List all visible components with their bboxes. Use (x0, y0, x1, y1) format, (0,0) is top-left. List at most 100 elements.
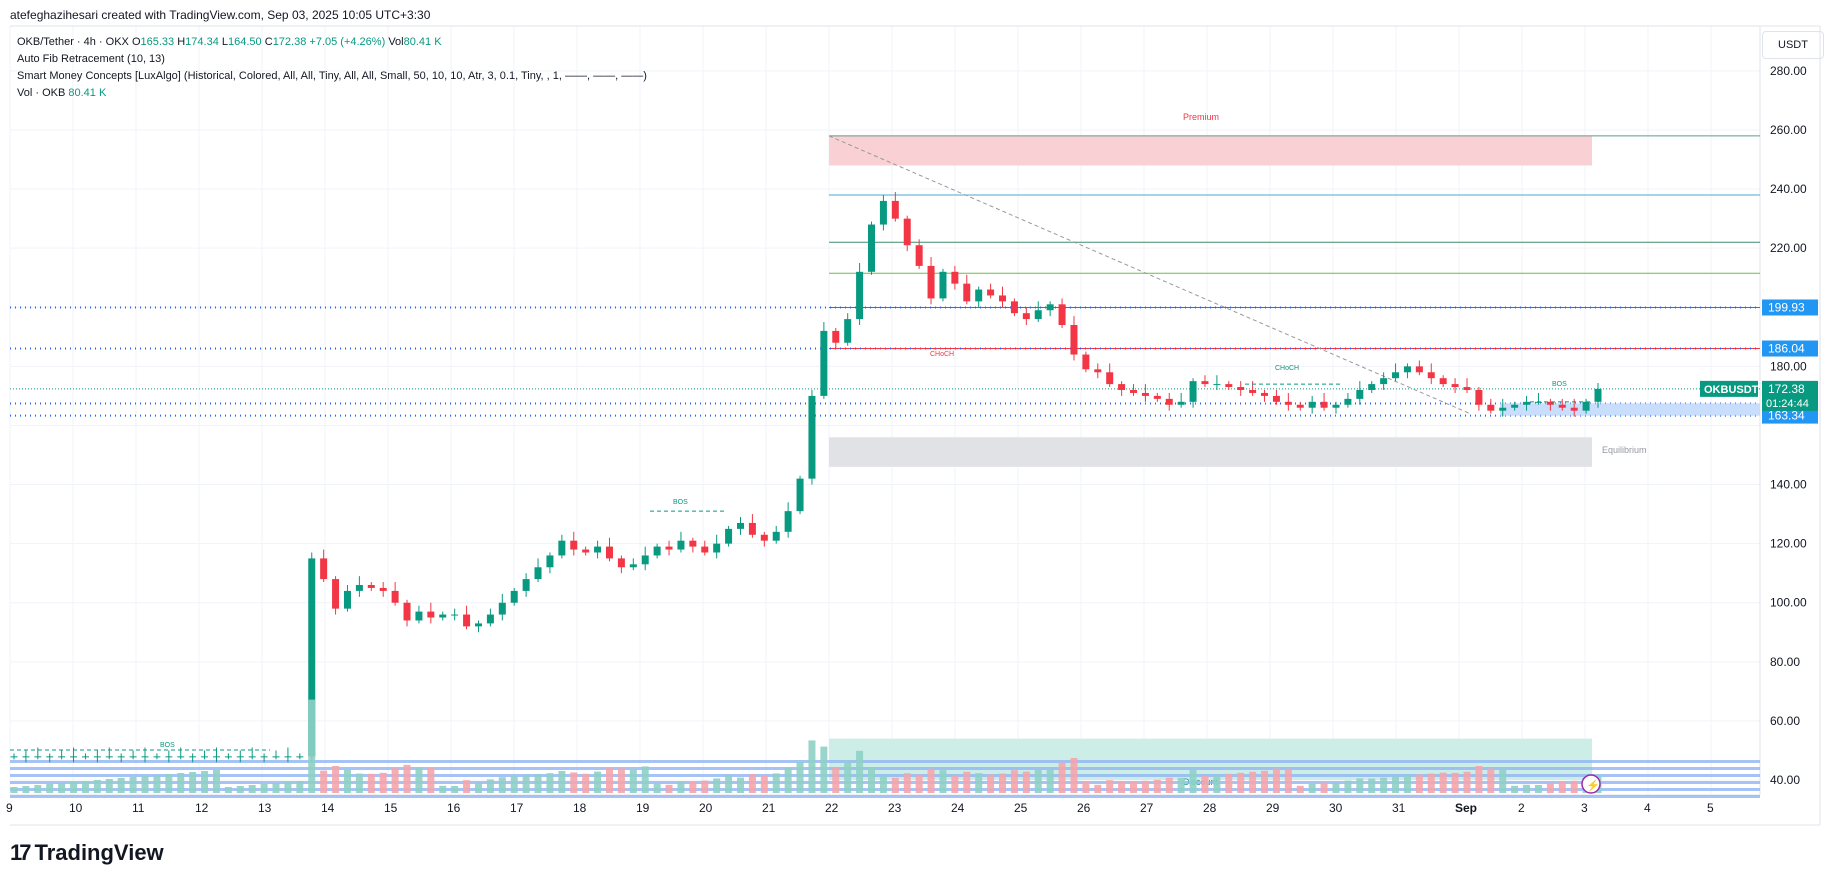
price-tag (1762, 340, 1818, 357)
symbol-tag (1700, 380, 1758, 397)
time-tick-label: 19 (636, 801, 650, 815)
volume-bar (1499, 768, 1507, 793)
candle-body (1141, 392, 1149, 396)
volume-bar (808, 740, 816, 793)
candle-body (498, 602, 506, 615)
volume-bar (308, 699, 316, 793)
candle-body (308, 558, 316, 757)
candle-body (1356, 390, 1364, 399)
volume-bar (1392, 776, 1400, 793)
volume-bar (320, 770, 328, 793)
volume-bar (1130, 781, 1138, 793)
candle-body (1261, 392, 1269, 396)
volume-bar (1570, 780, 1578, 793)
candle-body (868, 224, 876, 272)
candle-body (784, 511, 792, 532)
time-tick-label: 5 (1707, 801, 1714, 815)
volume-bar (1511, 785, 1519, 793)
time-tick-label: 4 (1644, 801, 1651, 815)
volume-bar (1165, 777, 1173, 793)
price-tick-label: 80.00 (1770, 655, 1800, 669)
equilibrium-label: Equilibrium (1602, 445, 1647, 455)
volume-bar (868, 767, 876, 793)
volume-bar (22, 786, 30, 793)
volume-bar (296, 781, 304, 793)
candle-body (367, 585, 375, 588)
countdown-label: 01:24:44 (1766, 398, 1809, 410)
time-tick-label: 9 (6, 801, 13, 815)
time-tick-label: 26 (1077, 801, 1091, 815)
indicator-fib[interactable]: Auto Fib Retracement (10, 13) (17, 53, 165, 65)
volume-bar (1320, 782, 1328, 793)
volume-bar (355, 773, 363, 793)
candle-body (141, 756, 149, 758)
candle-body (975, 289, 983, 302)
candle-body (1118, 384, 1126, 390)
candle-body (915, 245, 923, 266)
candle-body (296, 756, 304, 758)
volume-bar (1272, 768, 1280, 793)
price-chart[interactable]: PremiumEquilibriumDiscountCHoCHCHoCHBOSB… (0, 0, 1835, 830)
candle-body (558, 540, 566, 556)
volume-bar (784, 767, 792, 793)
price-tick-label: 140.00 (1770, 478, 1807, 492)
candle-body (1046, 304, 1054, 311)
volume-bar (653, 783, 661, 793)
candle-body (1189, 381, 1197, 402)
candle-body (736, 522, 744, 529)
currency-button[interactable]: USDT (1762, 31, 1824, 59)
volume-bar (975, 773, 983, 793)
symbol-row[interactable]: OKB/Tether · 4h · OKX O165.33 H174.34 L1… (17, 36, 442, 48)
price-tag (1762, 299, 1818, 316)
time-tick-label: 20 (699, 801, 713, 815)
indicator-volume[interactable]: Vol · OKB 80.41 K (17, 87, 107, 99)
volume-bar (856, 750, 864, 793)
candle-body (522, 579, 530, 591)
volume-value: 80.41 K (403, 36, 442, 48)
price-tick-label: 60.00 (1770, 714, 1800, 728)
volume-bar (1177, 777, 1185, 793)
candle-body (1296, 404, 1304, 408)
volume-bar (1106, 780, 1114, 793)
volume-bar (46, 784, 54, 793)
candle-body (34, 756, 42, 758)
volume-bar (605, 768, 613, 793)
volume-bar (1523, 784, 1531, 793)
candle-body (605, 546, 613, 559)
candle-body (165, 756, 173, 758)
volume-bar (558, 771, 566, 793)
volume-bar (463, 780, 471, 793)
volume-bar (1225, 773, 1233, 793)
order-block-zone (1500, 403, 1760, 416)
time-tick-label: 13 (258, 801, 272, 815)
volume-bar (736, 777, 744, 793)
candle-body (343, 590, 351, 609)
candle-body (474, 623, 482, 627)
volume-bar (951, 775, 959, 793)
candle-body (272, 756, 280, 758)
candle-body (689, 540, 697, 547)
volume-bar (879, 776, 887, 793)
volume-bar (201, 771, 209, 793)
candle-body (1130, 390, 1138, 393)
candle-body (1475, 390, 1483, 405)
indicator-smc[interactable]: Smart Money Concepts [LuxAlgo] (Historic… (17, 70, 647, 82)
candle-body (1523, 401, 1531, 405)
candle-body (1177, 401, 1185, 405)
candle-body (820, 330, 828, 396)
candle-body (117, 756, 125, 758)
candle-body (510, 590, 518, 603)
candle-body (93, 756, 101, 758)
volume-bar (1201, 775, 1209, 793)
candle-body (320, 558, 328, 580)
lightning-icon[interactable] (1581, 774, 1601, 794)
discount-band (10, 795, 1760, 798)
last-price-value: 172.38 (1768, 382, 1805, 396)
volume-bar (224, 787, 232, 793)
price-tick-label: 120.00 (1770, 537, 1807, 551)
volume-bar (1427, 773, 1435, 793)
price-tick-label: 180.00 (1770, 359, 1807, 373)
candle-body (617, 558, 625, 568)
candle-body (903, 218, 911, 246)
volume-bar (248, 785, 256, 793)
